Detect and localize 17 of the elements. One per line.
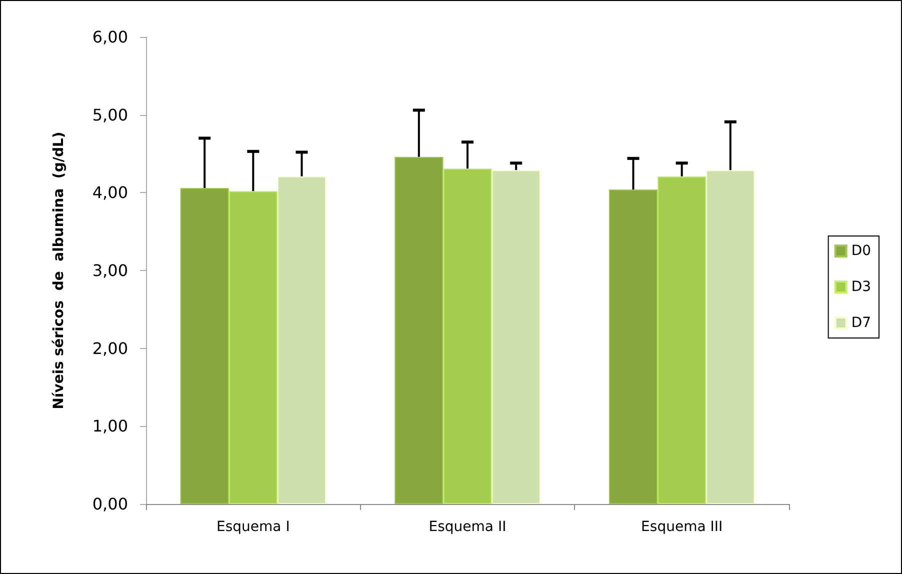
y-tick-label: 5,00	[92, 105, 128, 124]
y-tick-label: 0,00	[92, 494, 128, 514]
y-tick-label: 2,00	[92, 338, 128, 358]
x-tick-label: Esquema III	[641, 519, 723, 535]
x-tick-label: Esquema II	[428, 519, 506, 535]
bar	[706, 170, 755, 504]
y-tick-label: 3,00	[92, 261, 128, 280]
legend-label: D7	[851, 315, 871, 331]
bar	[277, 176, 326, 504]
legend-label: D0	[851, 243, 871, 259]
y-axis-title: Níveis séricos de albumina (g/dL)	[51, 132, 67, 410]
bar	[492, 170, 540, 504]
x-tick-label: Esquema I	[216, 519, 290, 535]
legend-label: D3	[851, 279, 871, 295]
y-tick-label: 6,00	[92, 28, 128, 46]
y-tick-label: 1,00	[92, 416, 128, 436]
y-tick-label: 4,00	[92, 183, 128, 202]
